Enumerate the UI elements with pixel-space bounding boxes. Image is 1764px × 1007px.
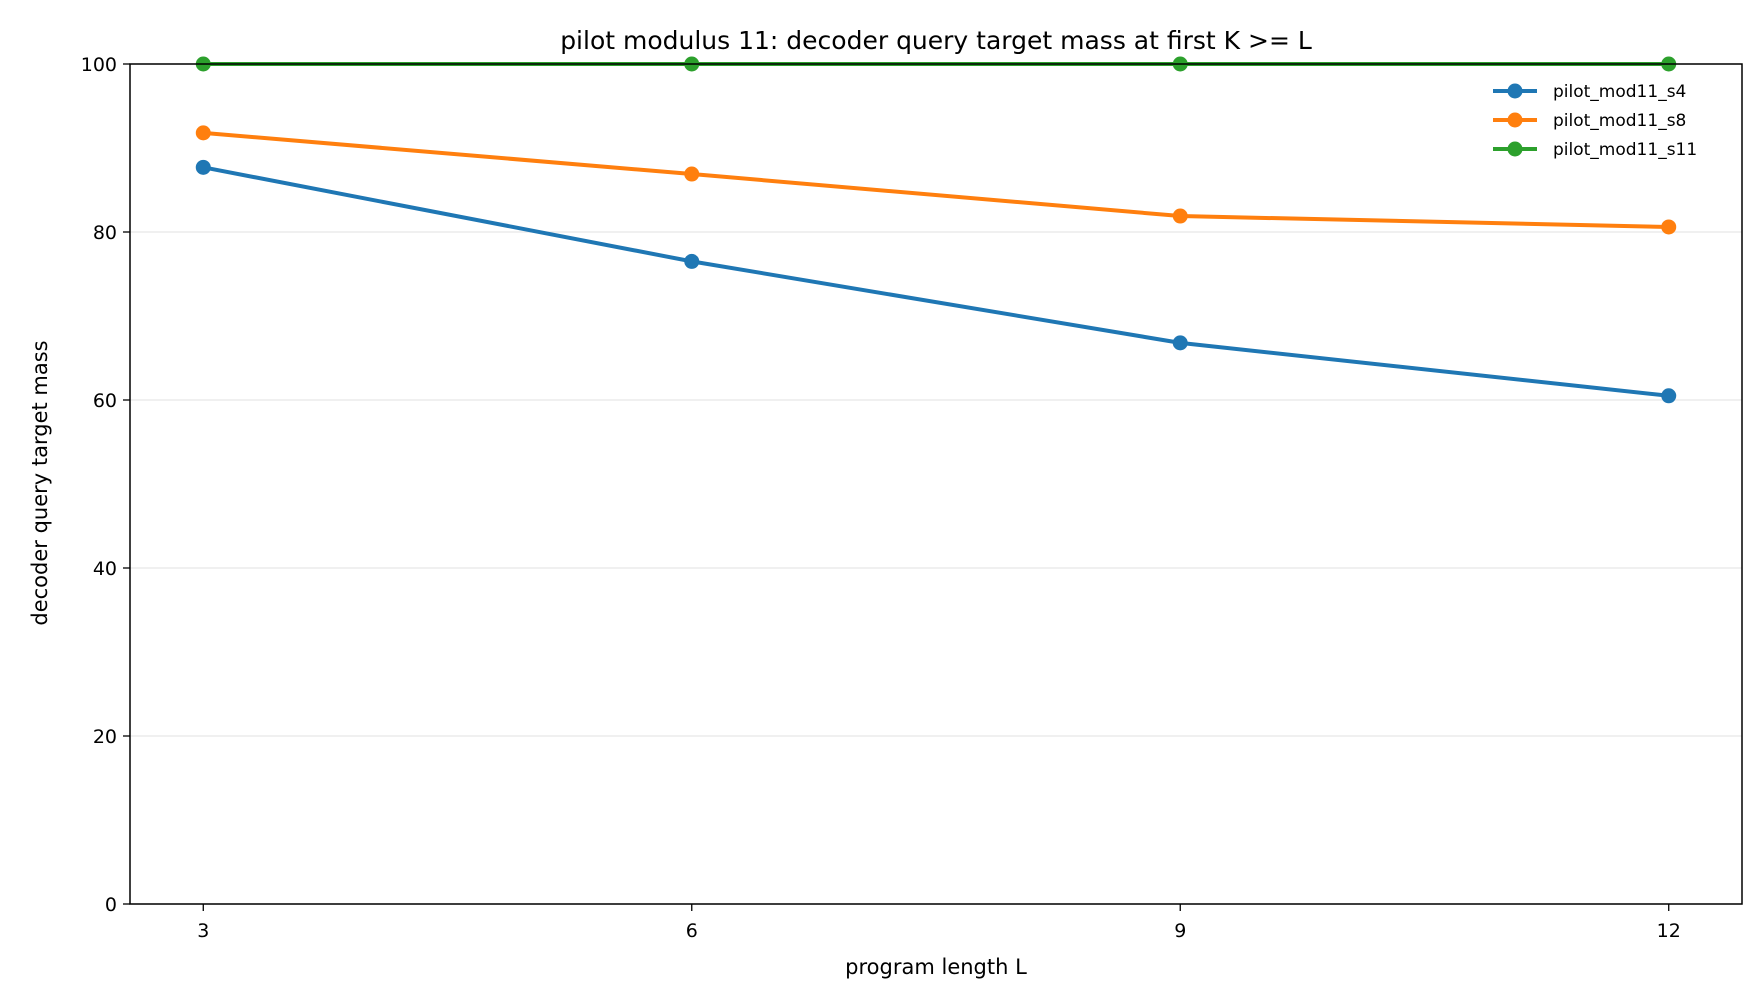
series-pilot_mod11_s4	[195, 159, 1677, 404]
series-pilot_mod11_s8	[195, 125, 1677, 235]
legend-marker	[1507, 141, 1523, 157]
y-axis-ticks: 0 20 40 60 80 100	[81, 54, 130, 916]
legend-item: pilot_mod11_s4	[1493, 82, 1686, 102]
x-axis-ticks: 3 6 9 12	[197, 904, 1681, 942]
data-point	[195, 125, 211, 141]
legend-marker	[1507, 112, 1523, 128]
y-tick-label: 40	[93, 558, 117, 580]
y-tick-label: 20	[93, 726, 117, 748]
chart-title: pilot modulus 11: decoder query target m…	[560, 26, 1312, 55]
x-tick-label: 6	[686, 920, 698, 942]
y-tick-label: 80	[93, 222, 117, 244]
legend-item: pilot_mod11_s8	[1493, 111, 1686, 131]
data-point	[1661, 388, 1677, 404]
legend-label: pilot_mod11_s4	[1553, 82, 1686, 102]
y-axis-label: decoder query target mass	[28, 340, 52, 625]
data-point	[195, 159, 211, 175]
legend-marker	[1507, 83, 1523, 99]
legend-item: pilot_mod11_s11	[1493, 140, 1697, 160]
y-tick-label: 100	[81, 54, 117, 76]
x-tick-label: 12	[1657, 920, 1681, 942]
x-tick-label: 3	[197, 920, 209, 942]
data-point	[1172, 208, 1188, 224]
gridlines	[130, 63, 1742, 905]
data-point	[1172, 335, 1188, 351]
data-point	[684, 253, 700, 269]
series-layer	[195, 56, 1677, 404]
legend-label: pilot_mod11_s11	[1553, 140, 1697, 160]
data-point	[1661, 219, 1677, 235]
series-line	[202, 165, 1669, 398]
legend-label: pilot_mod11_s8	[1553, 111, 1686, 131]
plot-frame	[129, 63, 1743, 905]
x-tick-label: 9	[1174, 920, 1186, 942]
series-line	[203, 130, 1669, 229]
y-tick-label: 0	[105, 894, 117, 916]
x-axis-label: program length L	[845, 955, 1027, 979]
data-point	[684, 166, 700, 182]
legend: pilot_mod11_s4 pilot_mod11_s8 pilot_mod11_…	[1493, 82, 1697, 160]
y-tick-label: 60	[93, 390, 117, 412]
